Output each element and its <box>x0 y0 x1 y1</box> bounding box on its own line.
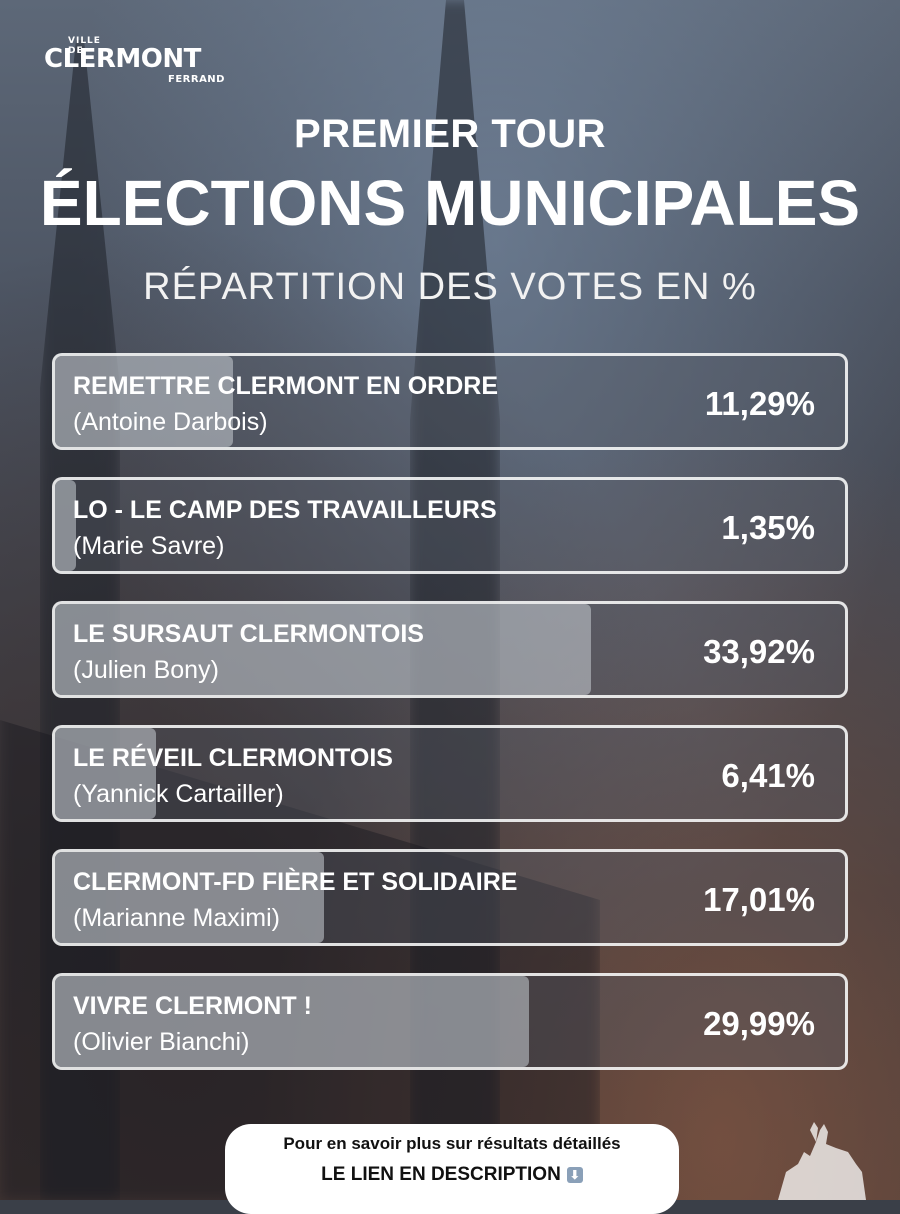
candidate-name: (Olivier Bianchi) <box>73 1028 250 1056</box>
result-bar <box>55 728 156 819</box>
arrow-down-icon: ⬇ <box>566 1167 583 1183</box>
vote-percentage: 29,99% <box>703 1005 815 1042</box>
candidate-name: (Marie Savre) <box>73 532 225 560</box>
heading-elections: ÉLECTIONS MUNICIPALES <box>39 167 861 239</box>
party-name: REMETTRE CLERMONT EN ORDRE <box>73 372 498 400</box>
candidate-name: (Antoine Darbois) <box>73 408 268 436</box>
result-row: LE RÉVEIL CLERMONTOIS (Yannick Cartailler… <box>52 725 848 822</box>
candidate-name: (Marianne Maximi) <box>73 904 280 932</box>
result-row: LE SURSAUT CLERMONTOIS (Julien Bony) 33,92… <box>52 601 848 698</box>
candidate-name: (Julien Bony) <box>73 656 219 684</box>
result-row: REMETTRE CLERMONT EN ORDRE (Antoine Darbo… <box>52 353 848 450</box>
party-name: VIVRE CLERMONT ! <box>73 992 312 1020</box>
vote-percentage: 11,29% <box>704 385 815 422</box>
footer-link-line: LE LIEN EN DESCRIPTION ⬇ <box>225 1164 679 1186</box>
party-name: LE SURSAUT CLERMONTOIS <box>73 620 424 648</box>
result-row: VIVRE CLERMONT ! (Olivier Bianchi) 29,99% <box>52 973 848 1070</box>
result-bar <box>55 852 324 943</box>
result-row: LO - LE CAMP DES TRAVAILLEURS (Marie Savr… <box>52 477 848 574</box>
party-name: LO - LE CAMP DES TRAVAILLEURS <box>73 496 497 524</box>
candidate-name: (Yannick Cartailler) <box>73 780 284 808</box>
logo-top-text: VILLE DE <box>68 36 101 56</box>
result-bar <box>55 480 76 571</box>
footer-link-text: LE LIEN EN DESCRIPTION <box>321 1164 561 1185</box>
result-bar <box>55 604 591 695</box>
heading-vote-distribution: RÉPARTITION DES VOTES EN % <box>143 266 757 308</box>
logo-main-text: CLERMONT <box>44 44 201 74</box>
party-name: LE RÉVEIL CLERMONTOIS <box>73 744 393 772</box>
vote-percentage: 17,01% <box>703 881 815 918</box>
party-name: CLERMONT-FD FIÈRE ET SOLIDAIRE <box>73 868 518 896</box>
logo-sub-text: FERRAND <box>168 74 225 85</box>
result-bar <box>55 356 233 447</box>
vote-percentage: 1,35% <box>721 509 815 546</box>
vote-percentage: 33,92% <box>703 633 815 670</box>
result-bar <box>55 976 529 1067</box>
equestrian-statue-icon <box>778 1122 866 1200</box>
vote-percentage: 6,41% <box>721 757 815 794</box>
footer-info-text: Pour en savoir plus sur résultats détail… <box>283 1134 621 1153</box>
heading-round: PREMIER TOUR <box>294 112 606 156</box>
footer-banner: Pour en savoir plus sur résultats détail… <box>225 1124 679 1214</box>
result-row: CLERMONT-FD FIÈRE ET SOLIDAIRE (Marianne … <box>52 849 848 946</box>
